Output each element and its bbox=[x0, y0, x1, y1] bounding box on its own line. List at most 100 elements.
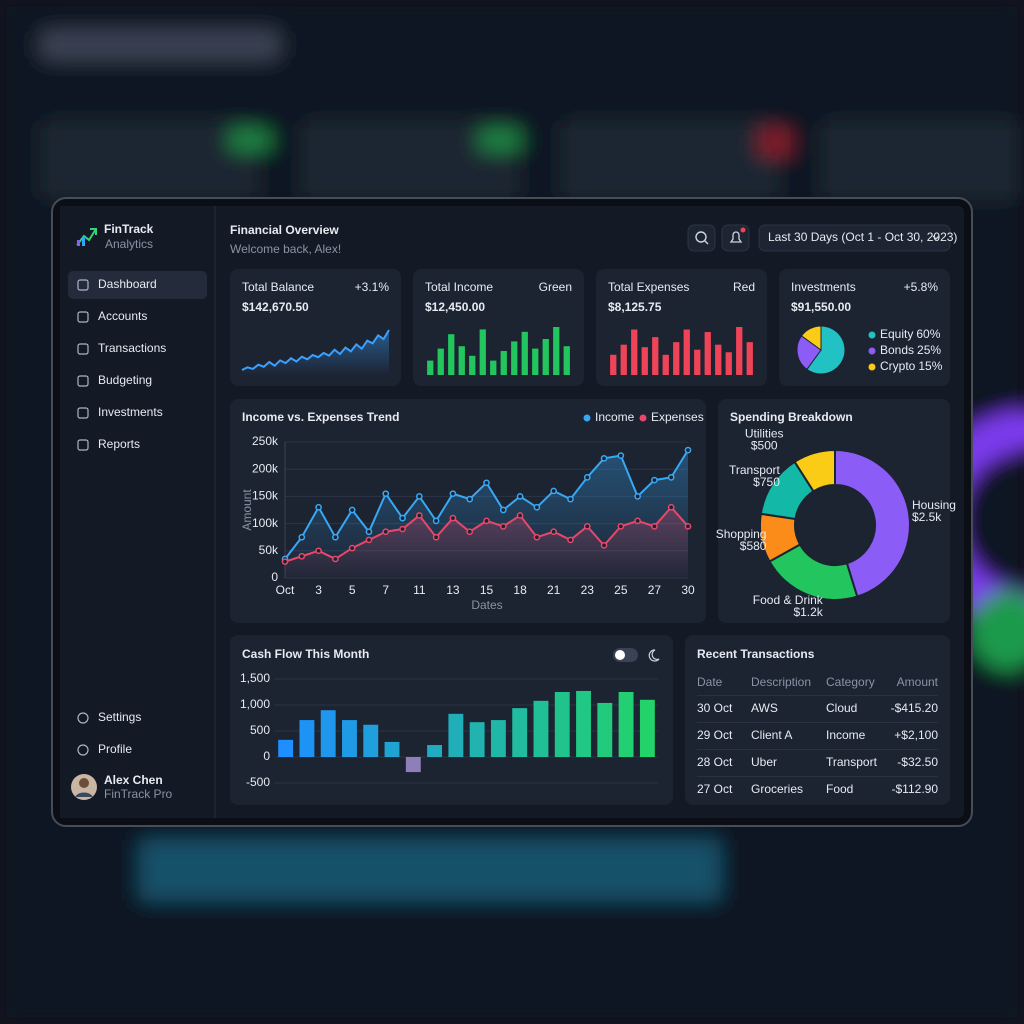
mini-bar bbox=[448, 334, 455, 375]
data-point bbox=[315, 547, 322, 555]
nav-icon bbox=[77, 407, 89, 419]
search-button[interactable] bbox=[687, 224, 716, 252]
brand-name: FinTrack bbox=[104, 222, 154, 236]
mini-bar bbox=[427, 360, 434, 375]
x-axis-label: Dates bbox=[471, 598, 502, 612]
mini-bar bbox=[553, 327, 560, 375]
y-tick-label: 100k bbox=[252, 516, 279, 530]
date-range-dropdown[interactable] bbox=[758, 224, 951, 252]
nav-item[interactable]: Transactions bbox=[98, 341, 166, 355]
table-cell: 29 Oct bbox=[697, 728, 733, 742]
brand-sub: Analytics bbox=[105, 237, 153, 251]
data-point bbox=[550, 487, 558, 495]
nav-item[interactable]: Settings bbox=[98, 710, 141, 724]
mini-bar bbox=[662, 354, 669, 375]
sparkline-area bbox=[242, 330, 389, 376]
mini-bar bbox=[542, 339, 549, 375]
transactions-panel bbox=[685, 635, 950, 805]
y-tick-label: 150k bbox=[252, 489, 279, 503]
mini-bar bbox=[683, 329, 690, 375]
y-tick-label: 1,500 bbox=[240, 671, 270, 685]
data-point bbox=[298, 533, 306, 541]
x-tick-label: 5 bbox=[349, 583, 356, 597]
sparkline bbox=[241, 329, 390, 371]
donut-value: $500 bbox=[751, 439, 778, 453]
x-tick-label: 3 bbox=[315, 583, 322, 597]
nav-icon bbox=[77, 744, 89, 756]
nav-item[interactable]: Budgeting bbox=[98, 373, 152, 387]
legend-swatch bbox=[868, 347, 876, 355]
card-title: Total Income bbox=[425, 280, 493, 294]
x-tick-label: 11 bbox=[413, 583, 426, 597]
column-header: Date bbox=[697, 675, 723, 689]
data-point bbox=[600, 542, 608, 549]
data-point bbox=[415, 512, 423, 519]
donut-value: $2.5k bbox=[912, 510, 942, 524]
card-change: Green bbox=[539, 280, 572, 294]
table-cell: Cloud bbox=[826, 701, 857, 715]
nav-item[interactable]: Dashboard bbox=[98, 277, 157, 291]
mini-bar bbox=[641, 347, 648, 375]
donut-value: $1.2k bbox=[793, 605, 823, 619]
nav-item[interactable]: Profile bbox=[98, 742, 132, 756]
legend-label: Crypto 15% bbox=[880, 359, 943, 373]
mini-bar bbox=[458, 346, 465, 375]
y-tick-label: -500 bbox=[246, 775, 270, 789]
legend-category: Equity bbox=[880, 327, 913, 341]
table-cell: Food bbox=[826, 782, 853, 796]
nav-item[interactable]: Accounts bbox=[98, 309, 147, 323]
table-cell: Income bbox=[826, 728, 866, 742]
bar bbox=[342, 720, 357, 757]
nav-item[interactable]: Reports bbox=[98, 437, 140, 451]
data-point bbox=[684, 522, 692, 530]
series-area bbox=[285, 507, 688, 578]
data-point bbox=[399, 514, 406, 522]
table-cell: -$415.20 bbox=[891, 701, 939, 715]
data-point bbox=[415, 493, 423, 500]
bar bbox=[427, 745, 443, 757]
stat-card bbox=[413, 269, 584, 386]
panel-title: Spending Breakdown bbox=[730, 410, 853, 424]
pie-slice bbox=[800, 325, 822, 351]
y-tick-label: 1,000 bbox=[240, 697, 270, 711]
data-point bbox=[348, 544, 356, 552]
y-axis-label: Amount bbox=[240, 489, 254, 531]
nav-active-bg bbox=[68, 271, 207, 299]
avatar bbox=[75, 792, 93, 797]
bar bbox=[639, 699, 655, 757]
data-point bbox=[684, 446, 692, 454]
donut-slice bbox=[834, 448, 911, 598]
data-point bbox=[667, 474, 675, 481]
table-cell: -$32.50 bbox=[897, 755, 938, 769]
table-cell: 28 Oct bbox=[697, 755, 733, 769]
transactions-table: Date Description Category Amount 30 Oct AWS Cl… bbox=[697, 675, 939, 796]
mini-bar bbox=[563, 346, 570, 375]
data-point bbox=[583, 474, 591, 481]
table-cell: Uber bbox=[751, 755, 777, 769]
card-change: Red bbox=[733, 280, 755, 294]
data-point bbox=[667, 503, 675, 511]
data-point bbox=[499, 522, 507, 530]
table-cell: +$2,100 bbox=[894, 728, 938, 742]
data-point bbox=[382, 490, 390, 498]
notification-dot bbox=[740, 227, 746, 233]
legend-category: Bonds bbox=[880, 343, 914, 357]
legend-label: Equity 60% bbox=[880, 327, 941, 341]
nav-item[interactable]: Investments bbox=[98, 405, 163, 419]
column-header: Amount bbox=[897, 675, 939, 689]
card-value: $142,670.50 bbox=[242, 300, 309, 314]
y-tick-label: 50k bbox=[259, 543, 279, 557]
donut-value: $580 bbox=[740, 539, 767, 553]
bar bbox=[490, 720, 506, 757]
table-cell: Transport bbox=[826, 755, 878, 769]
cashflow-chart: -500 0 500 1,000 1,500 bbox=[240, 671, 658, 789]
bar bbox=[597, 702, 613, 757]
legend-swatch bbox=[868, 331, 876, 339]
panel-title: Cash Flow This Month bbox=[242, 647, 369, 661]
legend-swatch bbox=[583, 414, 591, 422]
user: Alex Chen FinTrack Pro bbox=[71, 773, 173, 801]
mini-bar bbox=[694, 349, 701, 375]
data-point bbox=[533, 533, 541, 541]
card-value: $91,550.00 bbox=[791, 300, 851, 314]
table-cell: 27 Oct bbox=[697, 782, 733, 796]
